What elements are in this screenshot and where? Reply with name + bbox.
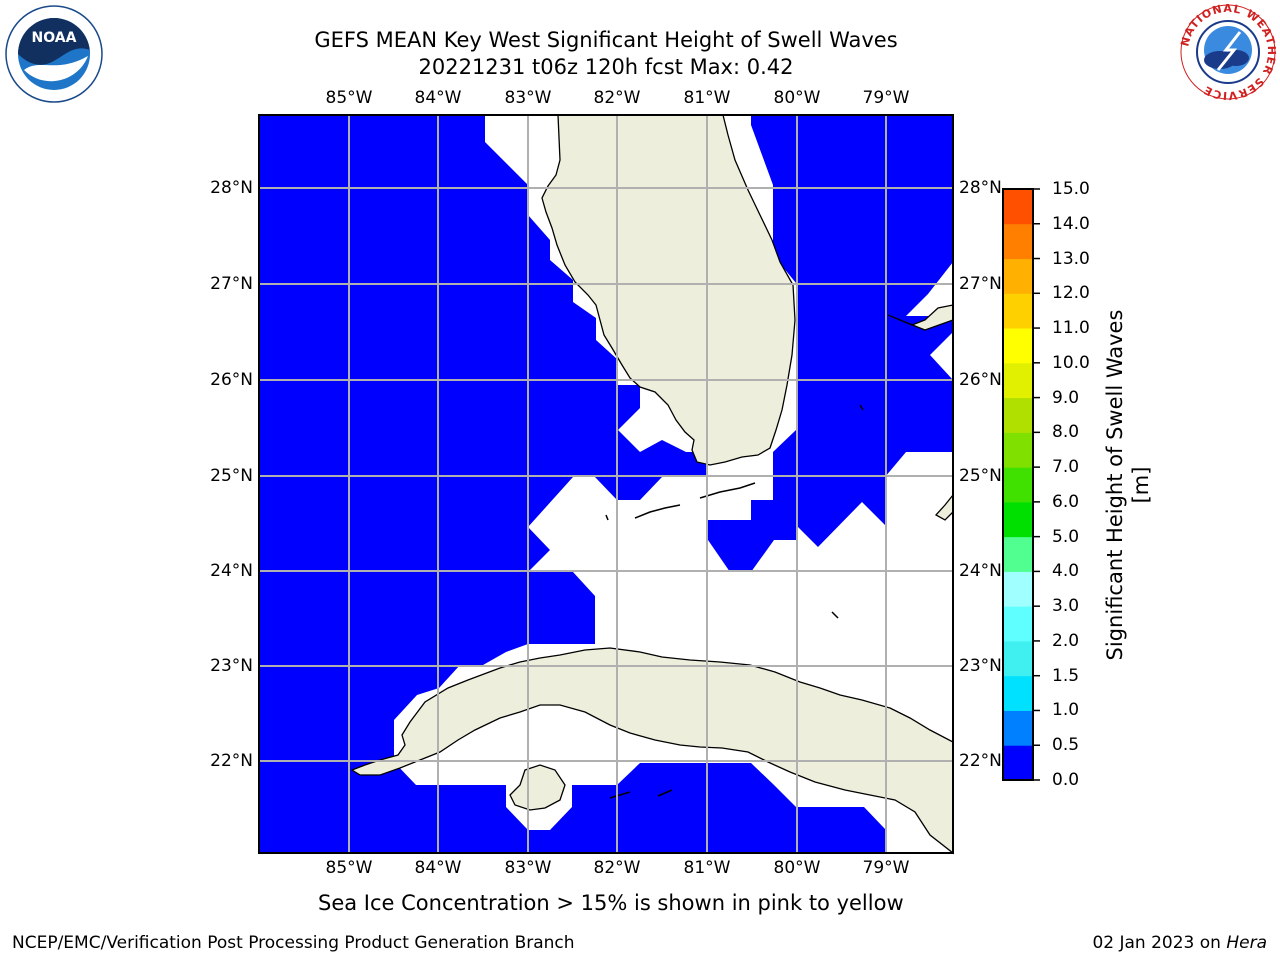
colorbar-tick-label: 11.0	[1052, 318, 1090, 339]
colorbar-swatch	[1003, 189, 1033, 225]
lat-tick-label-left: 22°N	[210, 751, 253, 771]
run-date: 02 Jan 2023 on	[1092, 933, 1227, 953]
colorbar-swatch	[1003, 745, 1033, 781]
colorbar-tick-label: 0.5	[1052, 735, 1080, 756]
colorbar-swatch	[1003, 362, 1033, 399]
run-date-credit: 02 Jan 2023 on Hera	[1092, 932, 1267, 954]
colorbar-swatch	[1003, 571, 1033, 607]
colorbar	[1002, 188, 1040, 781]
colorbar-tick-label: 6.0	[1052, 491, 1080, 512]
colorbar-tick-label: 8.0	[1052, 422, 1080, 443]
lat-tick-label-right: 24°N	[959, 561, 1002, 581]
svg-text:NOAA: NOAA	[32, 30, 77, 46]
lon-tick-label-bottom: 79°W	[862, 858, 910, 878]
noaa-logo: NOAA	[5, 5, 103, 103]
colorbar-tick-label: 0.0	[1052, 770, 1080, 790]
lon-tick-label-top: 81°W	[683, 88, 731, 108]
lon-tick-label-top: 84°W	[414, 88, 462, 108]
lon-tick-label-top: 80°W	[773, 88, 821, 108]
colorbar-tick-label: 4.0	[1052, 561, 1080, 582]
lon-tick-label-top: 83°W	[504, 88, 552, 108]
lat-tick-label-right: 27°N	[959, 274, 1002, 294]
lat-tick-label-right: 26°N	[959, 370, 1002, 390]
colorbar-tick-label: 7.0	[1052, 457, 1080, 478]
colorbar-tick-label: 5.0	[1052, 526, 1080, 547]
lon-tick-label-bottom: 80°W	[773, 858, 821, 878]
map-gridlines	[259, 115, 953, 853]
lat-tick-label-left: 26°N	[210, 370, 253, 390]
colorbar-tick-label: 3.0	[1052, 596, 1080, 617]
colorbar-tick-label: 1.5	[1052, 665, 1080, 686]
lon-tick-label-bottom: 85°W	[325, 858, 373, 878]
lat-tick-label-left: 25°N	[210, 466, 253, 486]
coastlines	[350, 114, 954, 855]
colorbar-tick-label: 13.0	[1052, 248, 1090, 269]
colorbar-swatch	[1003, 675, 1033, 711]
colorbar-tick-label: 12.0	[1052, 283, 1090, 304]
colorbar-tick-label: 15.0	[1052, 179, 1090, 199]
colorbar-swatch	[1003, 397, 1033, 433]
lat-tick-label-right: 22°N	[959, 751, 1002, 771]
colorbar-tick-label: 2.0	[1052, 630, 1080, 651]
colorbar-swatch	[1003, 501, 1033, 538]
lon-tick-label-bottom: 82°W	[593, 858, 641, 878]
lat-tick-label-left: 23°N	[210, 656, 253, 676]
map-frame	[258, 114, 954, 854]
colorbar-swatch	[1003, 293, 1033, 329]
colorbar-swatch	[1003, 432, 1033, 468]
lat-tick-label-right: 23°N	[959, 656, 1002, 676]
colorbar-label: Significant Height of Swell Waves [m]	[1103, 309, 1153, 661]
isla-de-la-juventud	[509, 764, 566, 811]
lat-tick-label-right: 25°N	[959, 466, 1002, 486]
lon-tick-label-bottom: 83°W	[504, 858, 552, 878]
lon-tick-label-bottom: 84°W	[414, 858, 462, 878]
lon-tick-label-top: 79°W	[862, 88, 910, 108]
colorbar-tick-label: 1.0	[1052, 700, 1080, 721]
lon-tick-label-top: 85°W	[325, 88, 373, 108]
lat-tick-label-left: 28°N	[210, 178, 253, 198]
florida-land	[541, 114, 796, 466]
nws-logo: NATIONAL WEATHER SERVICE	[1178, 2, 1277, 102]
colorbar-swatch	[1003, 467, 1033, 503]
lon-tick-label-bottom: 81°W	[683, 858, 731, 878]
colorbar-swatch	[1003, 258, 1033, 294]
lat-tick-label-left: 27°N	[210, 274, 253, 294]
keys-and-cays	[605, 404, 864, 799]
colorbar-swatch	[1003, 710, 1033, 746]
sea-ice-footnote: Sea Ice Concentration > 15% is shown in …	[318, 891, 904, 915]
lat-tick-label-right: 28°N	[959, 178, 1002, 198]
colorbar-tick-label: 14.0	[1052, 213, 1090, 234]
colorbar-swatch	[1003, 640, 1033, 677]
colorbar-swatch	[1003, 536, 1033, 572]
run-host: Hera	[1226, 933, 1267, 953]
lon-tick-label-top: 82°W	[593, 88, 641, 108]
colorbar-frame	[1002, 188, 1034, 781]
map-subtitle: 20221231 t06z 120h fcst Max: 0.42	[418, 55, 794, 79]
colorbar-tick-label: 10.0	[1052, 352, 1090, 373]
producer-credit: NCEP/EMC/Verification Post Processing Pr…	[12, 933, 575, 953]
colorbar-swatch	[1003, 606, 1033, 642]
colorbar-swatch	[1003, 328, 1033, 364]
map-title: GEFS MEAN Key West Significant Height of…	[314, 28, 898, 52]
lat-tick-label-left: 24°N	[210, 561, 253, 581]
colorbar-tick-label: 9.0	[1052, 387, 1080, 408]
colorbar-swatch	[1003, 223, 1033, 260]
